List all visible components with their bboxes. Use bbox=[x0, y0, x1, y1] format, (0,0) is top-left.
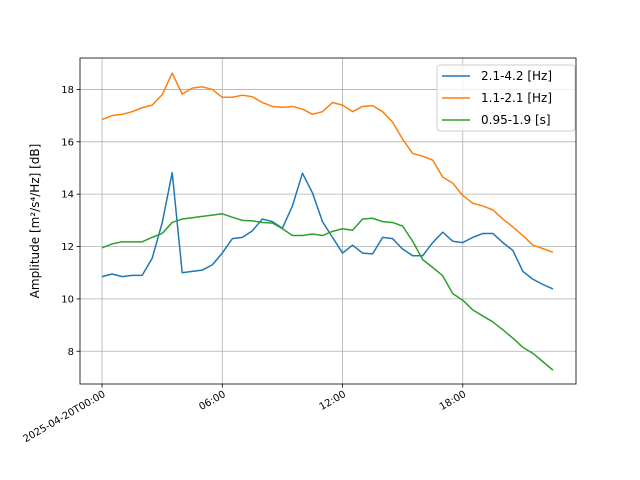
legend-label: 2.1-4.2 [Hz] bbox=[481, 69, 552, 83]
y-tick-label: 10 bbox=[61, 294, 74, 305]
legend-box bbox=[436, 64, 576, 132]
x-tick-label: 2025-04-20T00:00 bbox=[21, 389, 107, 445]
plot-frame bbox=[79, 57, 577, 385]
y-tick-label: 8 bbox=[68, 347, 74, 358]
legend: 2.1-4.2 [Hz] 1.1-2.1 [Hz] 0.95-1.9 [s] bbox=[436, 64, 576, 132]
legend-label: 0.95-1.9 [s] bbox=[481, 113, 551, 127]
series-lines bbox=[101, 72, 554, 371]
y-tick-label: 16 bbox=[61, 137, 74, 148]
x-axis-ticks: 2025-04-20T00:00 06:00 12:00 18:00 bbox=[21, 384, 468, 445]
y-tick-label: 18 bbox=[61, 85, 74, 96]
y-tick-label: 12 bbox=[61, 242, 74, 253]
x-tick-label: 06:00 bbox=[197, 389, 227, 413]
x-tick-label: 18:00 bbox=[438, 389, 468, 413]
legend-label: 1.1-2.1 [Hz] bbox=[481, 91, 552, 105]
y-axis-ticks: 8 10 12 14 16 18 bbox=[61, 85, 80, 358]
y-axis-label: Amplitude [m²/s⁴/Hz] [dB] bbox=[28, 144, 42, 299]
legend-items: 2.1-4.2 [Hz] 1.1-2.1 [Hz] 0.95-1.9 [s] bbox=[442, 69, 552, 127]
x-tick-label: 12:00 bbox=[318, 389, 348, 413]
series-line-2 bbox=[101, 72, 554, 253]
series-line-3 bbox=[101, 213, 554, 371]
y-tick-label: 14 bbox=[61, 190, 74, 201]
series-line-1 bbox=[101, 171, 554, 290]
